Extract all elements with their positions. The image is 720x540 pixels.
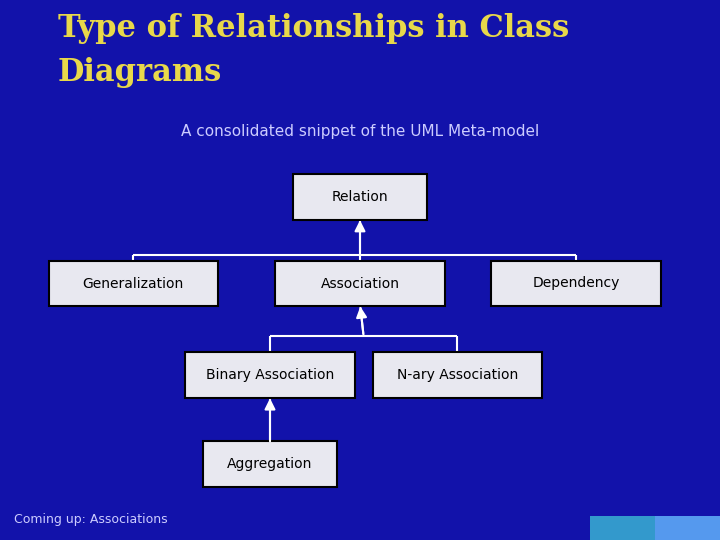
- Text: Generalization: Generalization: [83, 276, 184, 291]
- FancyBboxPatch shape: [373, 352, 541, 399]
- Text: Relation: Relation: [332, 190, 388, 204]
- FancyBboxPatch shape: [275, 261, 445, 306]
- FancyBboxPatch shape: [491, 261, 661, 306]
- Text: Coming up: Associations: Coming up: Associations: [14, 514, 168, 526]
- Text: Type of Relationships in Class: Type of Relationships in Class: [58, 14, 569, 44]
- Text: Aggregation: Aggregation: [228, 457, 312, 471]
- Text: A consolidated snippet of the UML Meta-model: A consolidated snippet of the UML Meta-m…: [181, 124, 539, 139]
- FancyBboxPatch shape: [203, 442, 336, 487]
- Text: N-ary Association: N-ary Association: [397, 368, 518, 382]
- Bar: [590, 516, 655, 540]
- Text: Diagrams: Diagrams: [58, 57, 222, 87]
- FancyBboxPatch shape: [48, 261, 217, 306]
- Text: Association: Association: [320, 276, 400, 291]
- Bar: [655, 516, 720, 540]
- Text: Dependency: Dependency: [532, 276, 620, 291]
- Text: Binary Association: Binary Association: [206, 368, 334, 382]
- FancyBboxPatch shape: [186, 352, 355, 399]
- FancyBboxPatch shape: [294, 174, 426, 220]
